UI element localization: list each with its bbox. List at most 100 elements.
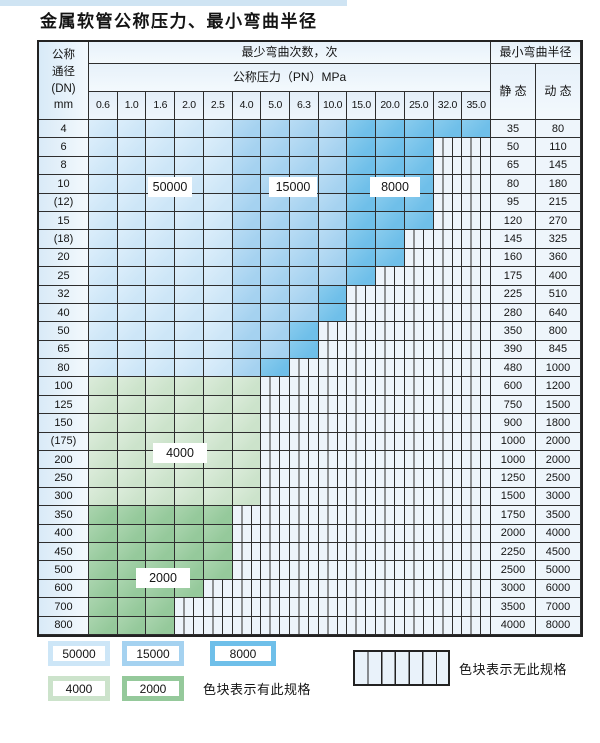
no-spec-cell (433, 414, 463, 433)
no-spec-cell (261, 579, 290, 599)
dynamic-value-cell: 80 (535, 120, 581, 139)
no-spec-cell (261, 469, 290, 488)
spec-cell (318, 248, 348, 268)
spec-cell (347, 230, 377, 249)
spec-cell (289, 138, 319, 157)
no-spec-cell (289, 451, 319, 470)
spec-cell (232, 469, 262, 488)
no-spec-cell (347, 303, 377, 323)
spec-cell (232, 267, 262, 286)
no-spec-cell (462, 138, 491, 157)
spec-cell (347, 267, 377, 286)
no-spec-cell (404, 248, 434, 268)
spec-cell (146, 303, 176, 323)
spec-cell (318, 303, 348, 323)
dynamic-value-cell: 845 (535, 340, 581, 360)
spec-cell (203, 156, 233, 176)
no-spec-cell (261, 506, 290, 525)
spec-cell (175, 395, 204, 415)
no-spec-cell (404, 451, 434, 470)
spec-cell (89, 414, 118, 433)
static-value-cell: 1750 (490, 506, 536, 525)
spec-cell (289, 285, 319, 304)
spec-cell (203, 524, 233, 544)
dn-cell: 500 (39, 561, 89, 580)
spec-cell (117, 616, 147, 635)
spec-cell (376, 193, 405, 212)
dynamic-value-cell: 1000 (535, 359, 581, 378)
spec-cell (232, 340, 262, 360)
dynamic-value-cell: 360 (535, 248, 581, 268)
spec-cell (146, 120, 176, 139)
spec-cell (89, 616, 118, 635)
dynamic-value-cell: 110 (535, 138, 581, 157)
no-spec-cell (462, 285, 491, 304)
no-spec-cell (433, 322, 463, 341)
no-spec-cell (289, 561, 319, 580)
legend-swatch-50000: 50000 (48, 641, 110, 666)
dn-cell: 300 (39, 487, 89, 507)
no-spec-cell (376, 524, 405, 544)
cycles-label-4000: 4000 (153, 443, 207, 463)
no-spec-cell (347, 543, 377, 562)
no-spec-cell (376, 340, 405, 360)
spec-cell (261, 285, 290, 304)
dn-cell: 700 (39, 598, 89, 617)
dynamic-value-cell: 145 (535, 156, 581, 176)
no-spec-cell (462, 248, 491, 268)
spec-cell (146, 616, 176, 635)
spec-cell (203, 303, 233, 323)
no-spec-cell (462, 524, 491, 544)
static-value-cell: 3500 (490, 598, 536, 617)
no-spec-cell (433, 561, 463, 580)
no-spec-cell (318, 340, 348, 360)
static-value-cell: 2500 (490, 561, 536, 580)
spec-cell (261, 248, 290, 268)
spec-cell (89, 432, 118, 452)
no-spec-cell (404, 322, 434, 341)
no-spec-cell (347, 432, 377, 452)
legend-swatch-8000: 8000 (210, 641, 276, 666)
dn-cell: 6 (39, 138, 89, 157)
no-spec-cell (376, 359, 405, 378)
spec-cell (203, 193, 233, 212)
spec-cell (146, 377, 176, 396)
no-spec-cell (404, 395, 434, 415)
spec-cell (175, 156, 204, 176)
spec-cell (146, 285, 176, 304)
dynamic-value-cell: 1800 (535, 414, 581, 433)
dynamic-header: 动 态 (535, 64, 581, 120)
spec-cell (117, 303, 147, 323)
no-spec-cell (347, 322, 377, 341)
no-spec-cell (462, 340, 491, 360)
no-spec-cell (232, 506, 262, 525)
no-spec-cell (462, 598, 491, 617)
no-spec-cell (404, 230, 434, 249)
no-spec-cell (376, 579, 405, 599)
no-spec-cell (433, 175, 463, 194)
static-value-cell: 350 (490, 322, 536, 341)
spec-cell (404, 120, 434, 139)
spec-cell (146, 487, 176, 507)
no-spec-cell (376, 432, 405, 452)
spec-cell (117, 598, 147, 617)
spec-cell (89, 285, 118, 304)
spec-cell (146, 230, 176, 249)
spec-cell (318, 156, 348, 176)
dynamic-value-cell: 270 (535, 211, 581, 231)
spec-cell (89, 267, 118, 286)
spec-cell (318, 193, 348, 212)
no-spec-cell (318, 487, 348, 507)
spec-cell (89, 506, 118, 525)
no-spec-cell (433, 285, 463, 304)
spec-cell (146, 598, 176, 617)
no-spec-cell (376, 506, 405, 525)
no-spec-cell (462, 175, 491, 194)
no-spec-cell (376, 395, 405, 415)
dn-cell: 800 (39, 616, 89, 635)
spec-cell (232, 138, 262, 157)
spec-cell (89, 303, 118, 323)
no-spec-cell (261, 377, 290, 396)
no-spec-cell (404, 267, 434, 286)
no-spec-cell (289, 469, 319, 488)
